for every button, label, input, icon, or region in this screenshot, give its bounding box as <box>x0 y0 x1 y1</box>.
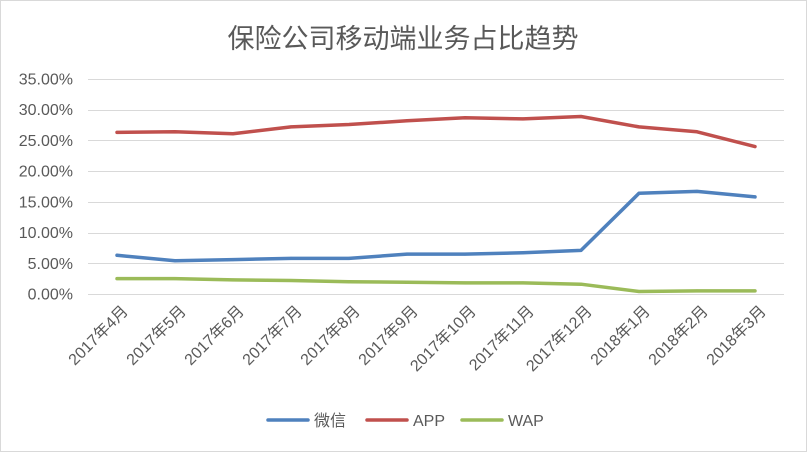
data-point <box>405 280 409 284</box>
data-point <box>695 289 699 293</box>
data-point <box>173 130 177 134</box>
data-point <box>463 252 467 256</box>
data-point <box>347 256 351 260</box>
data-point <box>347 123 351 126</box>
data-point <box>347 280 351 284</box>
data-point <box>115 253 119 257</box>
data-point <box>173 259 177 263</box>
data-point <box>463 281 467 285</box>
series-lines <box>115 114 757 294</box>
data-point <box>753 195 757 199</box>
data-point <box>231 132 235 136</box>
data-point <box>115 277 119 281</box>
gridlines <box>88 79 784 295</box>
data-point <box>579 115 583 118</box>
legend: 微信 APP WAP <box>266 412 544 430</box>
data-point <box>405 119 409 123</box>
data-point <box>637 290 641 293</box>
chart-title: 保险公司移动端业务占比趋势 <box>228 24 579 54</box>
data-point <box>695 130 699 134</box>
data-point <box>753 145 757 149</box>
data-point <box>405 252 409 256</box>
data-point <box>173 277 177 281</box>
y-tick-label: 30.00% <box>19 102 73 119</box>
data-point <box>115 130 119 134</box>
data-point <box>521 281 525 285</box>
data-point <box>289 279 293 282</box>
legend-item: WAP <box>460 413 544 430</box>
series-line <box>115 189 757 263</box>
series-line <box>115 276 757 294</box>
y-tick-label: 25.00% <box>19 133 73 150</box>
data-point <box>521 117 525 121</box>
y-tick-label: 10.00% <box>19 225 73 242</box>
data-point <box>521 251 525 255</box>
legend-item: APP <box>365 413 445 430</box>
data-point <box>231 278 235 282</box>
legend-label: WAP <box>508 413 544 430</box>
data-point <box>231 258 235 262</box>
data-point <box>753 289 757 293</box>
data-point <box>637 191 641 195</box>
y-axis-tick-labels: 0.00% 5.00% 10.00% 15.00% 20.00% 25.00% 30.00%… <box>19 72 73 304</box>
data-point <box>579 282 583 286</box>
y-tick-label: 20.00% <box>19 164 73 181</box>
y-tick-label: 0.00% <box>28 287 73 304</box>
data-point <box>695 189 699 193</box>
legend-label: 微信 <box>314 412 346 430</box>
data-point <box>637 125 641 129</box>
data-point <box>289 256 293 260</box>
data-point <box>579 248 583 252</box>
legend-label: APP <box>413 413 445 430</box>
y-tick-label: 15.00% <box>19 194 73 211</box>
data-point <box>463 116 467 120</box>
legend-item: 微信 <box>266 412 346 430</box>
series-line <box>115 114 757 149</box>
data-point <box>289 125 293 129</box>
y-tick-label: 35.00% <box>19 72 73 89</box>
y-tick-label: 5.00% <box>28 256 73 273</box>
